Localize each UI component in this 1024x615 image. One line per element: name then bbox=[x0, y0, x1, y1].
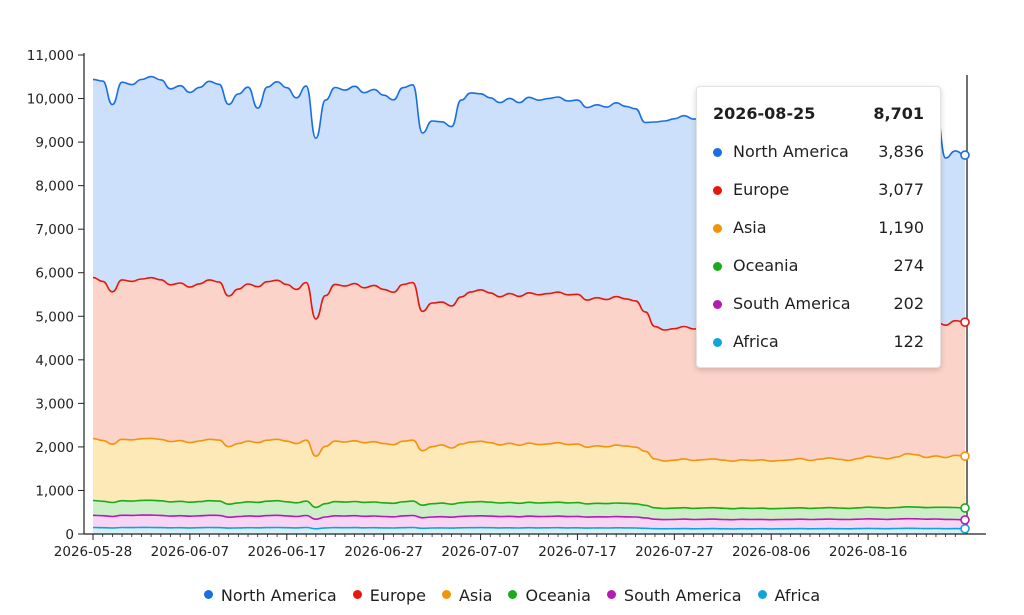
series-dot-icon bbox=[713, 262, 722, 271]
legend-dot-icon bbox=[757, 590, 767, 599]
legend-item[interactable]: Africa bbox=[757, 586, 821, 605]
area-south-america bbox=[93, 515, 965, 529]
line-south-america bbox=[92, 514, 966, 521]
tooltip-series-name: Europe bbox=[733, 180, 790, 199]
x-tick-label: 2026-07-17 bbox=[538, 544, 616, 560]
series-dot-icon bbox=[713, 186, 722, 195]
marker-europe bbox=[960, 317, 970, 327]
y-tick-label: 2,000 bbox=[35, 440, 74, 456]
legend-dot-icon bbox=[606, 590, 616, 599]
line-asia bbox=[92, 437, 966, 463]
area-europe bbox=[93, 277, 965, 462]
tooltip-series-value: 3,836 bbox=[878, 142, 924, 161]
x-tick-label: 2026-07-07 bbox=[441, 544, 519, 560]
y-tick-label: 1,000 bbox=[35, 483, 74, 499]
legend-item[interactable]: Europe bbox=[352, 586, 426, 605]
tooltip-series-name: Asia bbox=[733, 218, 767, 237]
legend-label: Asia bbox=[458, 586, 493, 605]
legend-label: South America bbox=[623, 586, 742, 605]
axes: 0 1,000 2,000 3,000 4,000 5,000 6,000 7,000 8,00… bbox=[27, 48, 986, 560]
y-tick-label: 9,000 bbox=[35, 135, 74, 151]
x-tick-label: 2026-06-17 bbox=[248, 544, 326, 560]
y-tick-label: 4,000 bbox=[35, 353, 74, 369]
marker-north-america bbox=[960, 150, 970, 160]
tooltip-row: Europe 3,077 bbox=[713, 180, 924, 202]
series-dot-icon bbox=[713, 148, 722, 157]
legend-label: Oceania bbox=[525, 586, 591, 605]
tooltip-total: 8,701 bbox=[873, 104, 924, 123]
legend-item[interactable]: Oceania bbox=[508, 586, 591, 605]
y-tick-label: 3,000 bbox=[35, 396, 74, 412]
tooltip-series-value: 202 bbox=[893, 294, 924, 313]
legend-label: Europe bbox=[369, 586, 426, 605]
y-tick-label: 11,000 bbox=[27, 48, 74, 64]
x-tick-label: 2026-06-07 bbox=[151, 544, 229, 560]
legend-dot-icon bbox=[203, 590, 213, 599]
legend-dot-icon bbox=[508, 590, 518, 599]
tooltip-series-value: 274 bbox=[893, 256, 924, 275]
x-tick-label: 2026-07-27 bbox=[635, 544, 713, 560]
y-tick-label: 5,000 bbox=[35, 309, 74, 325]
marker-oceania bbox=[960, 503, 970, 513]
legend-dot-icon bbox=[441, 590, 451, 599]
chart-legend: North America Europe Asia Oceania South Amer… bbox=[0, 586, 1024, 610]
tooltip-series-name: South America bbox=[733, 294, 851, 313]
x-tick-label: 2026-05-28 bbox=[54, 544, 132, 560]
area-asia bbox=[93, 438, 965, 509]
tooltip-header: 2026-08-25 8,701 bbox=[713, 104, 924, 126]
tooltip-date: 2026-08-25 bbox=[713, 104, 816, 123]
tooltip-series-name: Africa bbox=[733, 332, 779, 351]
y-tick-label: 7,000 bbox=[35, 222, 74, 238]
x-tick-label: 2026-08-16 bbox=[829, 544, 907, 560]
legend-dot-icon bbox=[352, 590, 362, 599]
legend-label: Africa bbox=[774, 586, 821, 605]
series-dot-icon bbox=[713, 224, 722, 233]
line-oceania bbox=[92, 499, 966, 510]
tooltip-series-name: North America bbox=[733, 142, 849, 161]
marker-south-america bbox=[960, 515, 970, 525]
y-tick-label: 6,000 bbox=[35, 266, 74, 282]
tooltip-series-value: 122 bbox=[893, 332, 924, 351]
tooltip-row: South America 202 bbox=[713, 294, 924, 316]
line-africa bbox=[92, 526, 966, 530]
hover-tooltip: 2026-08-25 8,701 North America 3,836 Europ… bbox=[696, 86, 941, 368]
legend-label: North America bbox=[220, 586, 337, 605]
series-dot-icon bbox=[713, 300, 722, 309]
legend-item[interactable]: South America bbox=[606, 586, 742, 605]
marker-africa bbox=[960, 523, 970, 534]
tooltip-series-value: 1,190 bbox=[878, 218, 924, 237]
y-tick-label: 10,000 bbox=[27, 92, 74, 108]
tooltip-row: Africa 122 bbox=[713, 332, 924, 354]
x-tick-label: 2026-06-27 bbox=[344, 544, 422, 560]
hover-markers bbox=[960, 150, 970, 534]
legend-item[interactable]: North America bbox=[203, 586, 337, 605]
x-tick-label: 2026-08-06 bbox=[732, 544, 810, 560]
tooltip-row: Asia 1,190 bbox=[713, 218, 924, 240]
marker-asia bbox=[960, 451, 970, 461]
y-tick-label: 8,000 bbox=[35, 179, 74, 195]
series-dot-icon bbox=[713, 338, 722, 347]
tooltip-series-value: 3,077 bbox=[878, 180, 924, 199]
tooltip-row: North America 3,836 bbox=[713, 142, 924, 164]
y-tick-label: 0 bbox=[65, 527, 74, 543]
tooltip-row: Oceania 274 bbox=[713, 256, 924, 278]
legend-item[interactable]: Asia bbox=[441, 586, 493, 605]
tooltip-series-name: Oceania bbox=[733, 256, 799, 275]
